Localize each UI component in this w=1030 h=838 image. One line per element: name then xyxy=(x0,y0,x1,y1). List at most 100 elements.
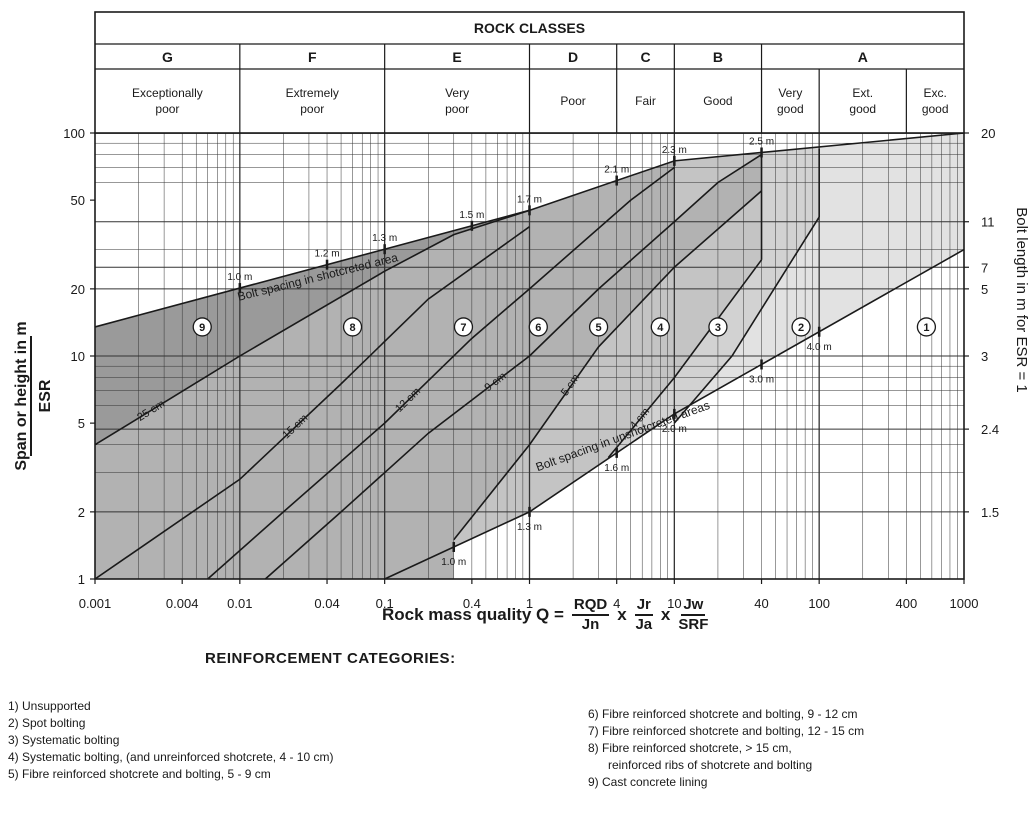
region-marker xyxy=(528,317,548,337)
y-tick-label: 2 xyxy=(78,505,85,520)
rock-class-name: Poor xyxy=(560,94,585,108)
thickness-line xyxy=(207,166,675,580)
rock-class-name: Good xyxy=(703,94,732,108)
rock-class-letter: F xyxy=(308,49,317,65)
rock-subclass-name: Ext. xyxy=(852,86,873,100)
y2-tick-label: 3 xyxy=(981,349,988,364)
bolt-spacing-label: 1.0 m xyxy=(227,272,252,283)
region-boundary-line xyxy=(673,216,820,424)
bolt-spacing-label: 2.0 m xyxy=(662,424,687,435)
rock-class-letter: C xyxy=(640,49,650,65)
y2-tick-label: 11 xyxy=(981,215,995,230)
region-marker xyxy=(708,317,728,337)
region-marker xyxy=(342,317,363,337)
legend-right: 6) Fibre reinforced shotcrete and boltin… xyxy=(588,706,864,791)
thickness-line xyxy=(94,209,530,446)
region-marker xyxy=(791,317,811,337)
y2-tick-label: 2.4 xyxy=(981,422,999,437)
y-tick-label: 50 xyxy=(71,193,85,208)
x-tick-label: 0.001 xyxy=(79,596,112,611)
bolt-spacing-label: 2.5 m xyxy=(749,136,774,147)
times-sign: x xyxy=(660,605,671,624)
x-tick-label: 1000 xyxy=(950,596,979,611)
x-tick-label: 400 xyxy=(896,596,918,611)
rock-class-name: poor xyxy=(155,102,179,116)
region-marker-label: 4 xyxy=(657,322,664,334)
fraction-jr-ja: Jr Ja xyxy=(634,596,653,633)
rock-subclass-name: good xyxy=(777,102,804,116)
y-axis-label: Span or height in m xyxy=(13,321,30,470)
region-marker-label: 8 xyxy=(349,322,355,334)
y-tick-label: 20 xyxy=(71,282,85,297)
bolt-spacing-label: 1.2 m xyxy=(315,249,340,260)
region-marker-label: 5 xyxy=(596,322,602,334)
y2-tick-label: 1.5 xyxy=(981,505,999,520)
x-tick-label: 0.004 xyxy=(166,596,199,611)
y2-tick-label: 7 xyxy=(981,260,988,275)
legend-item: 3) Systematic bolting xyxy=(8,733,120,747)
region-marker-label: 3 xyxy=(715,322,721,334)
rock-class-name: Extremely xyxy=(286,86,339,100)
bolt-spacing-label: 1.0 m xyxy=(441,557,466,568)
fraction-jw-srf: Jw SRF xyxy=(678,596,709,633)
thickness-line xyxy=(453,190,763,541)
rock-class-name: poor xyxy=(300,102,324,116)
rock-class-letter: D xyxy=(568,49,578,65)
region-marker-label: 7 xyxy=(460,322,466,334)
rock-class-letter: E xyxy=(452,49,461,65)
bolt-spacing-label: 4.0 m xyxy=(807,342,832,353)
x-tick-label: 10 xyxy=(667,596,681,611)
x-axis-formula: Rock mass quality Q = RQD Jn x Jr Ja x J… xyxy=(382,590,708,640)
rock-class-name: Fair xyxy=(635,94,656,108)
x-tick-label: 0.1 xyxy=(376,596,394,611)
x-tick-label: 4 xyxy=(613,596,620,611)
bolt-spacing-label: 2.1 m xyxy=(604,165,629,176)
region-marker xyxy=(650,317,670,337)
region-marker xyxy=(192,317,212,337)
bolt-spacing-label: 3.0 m xyxy=(749,374,774,385)
rock-class-letter: B xyxy=(713,49,723,65)
times-sign: x xyxy=(617,605,627,624)
legend-title: REINFORCEMENT CATEGORIES: xyxy=(205,650,456,667)
rock-class-letter: G xyxy=(162,49,173,65)
legend-item: 2) Spot bolting xyxy=(8,716,86,730)
zone-fill-dark xyxy=(95,210,530,445)
y2-axis-label: Bolt length in m for ESR = 1 xyxy=(1013,207,1030,393)
rock-classes-title: ROCK CLASSES xyxy=(474,20,585,36)
legend-left: 1) Unsupported 2) Spot bolting 3) System… xyxy=(8,698,333,783)
legend-item: reinforced ribs of shotcrete and bolting xyxy=(588,758,813,772)
thickness-line xyxy=(607,259,763,459)
bolt-spacing-label: 1.6 m xyxy=(604,463,629,474)
x-tick-label: 40 xyxy=(754,596,768,611)
fraction-rqd-jn: RQD Jn xyxy=(571,596,610,633)
rock-class-letter: A xyxy=(858,49,868,65)
bolt-spacing-label: 1.7 m xyxy=(517,194,542,205)
region-marker-label: 6 xyxy=(535,322,541,334)
y-tick-label: 100 xyxy=(63,126,85,141)
legend-item: 7) Fibre reinforced shotcrete and boltin… xyxy=(588,724,865,738)
region-marker xyxy=(453,317,474,337)
x-axis-label: Rock mass quality Q = xyxy=(382,605,564,624)
y2-tick-label: 20 xyxy=(981,126,995,141)
rock-class-name: Very xyxy=(445,86,469,100)
rock-class-name: Exceptionally xyxy=(132,86,203,100)
legend-item: 9) Cast concrete lining xyxy=(588,775,708,789)
x-tick-label: 0.01 xyxy=(227,596,252,611)
rock-subclass-name: good xyxy=(849,102,876,116)
legend-item: 8) Fibre reinforced shotcrete, > 15 cm, xyxy=(588,741,792,755)
region-marker-label: 1 xyxy=(923,322,929,334)
region-marker-label: 2 xyxy=(798,322,804,334)
y-axis-label-den: ESR xyxy=(37,379,54,412)
rock-subclass-name: Exc. xyxy=(924,86,947,100)
rock-subclass-name: good xyxy=(922,102,949,116)
x-tick-label: 1 xyxy=(526,596,533,611)
bolt-spacing-label: 1.3 m xyxy=(517,522,542,533)
y2-tick-label: 5 xyxy=(981,282,988,297)
legend-item: 1) Unsupported xyxy=(8,699,91,713)
shotcrete-limit-line xyxy=(94,132,965,328)
y-tick-label: 1 xyxy=(78,572,85,587)
y-tick-label: 5 xyxy=(78,416,85,431)
region-marker-label: 9 xyxy=(199,322,205,334)
legend-item: 4) Systematic bolting, (and unreinforced… xyxy=(8,750,334,764)
